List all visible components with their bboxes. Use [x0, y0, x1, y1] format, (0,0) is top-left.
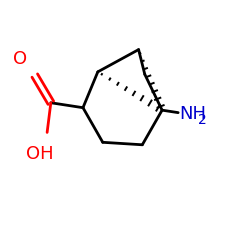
Text: OH: OH: [26, 145, 54, 163]
Text: NH: NH: [180, 105, 206, 123]
Text: O: O: [13, 50, 27, 68]
Text: 2: 2: [198, 113, 207, 127]
